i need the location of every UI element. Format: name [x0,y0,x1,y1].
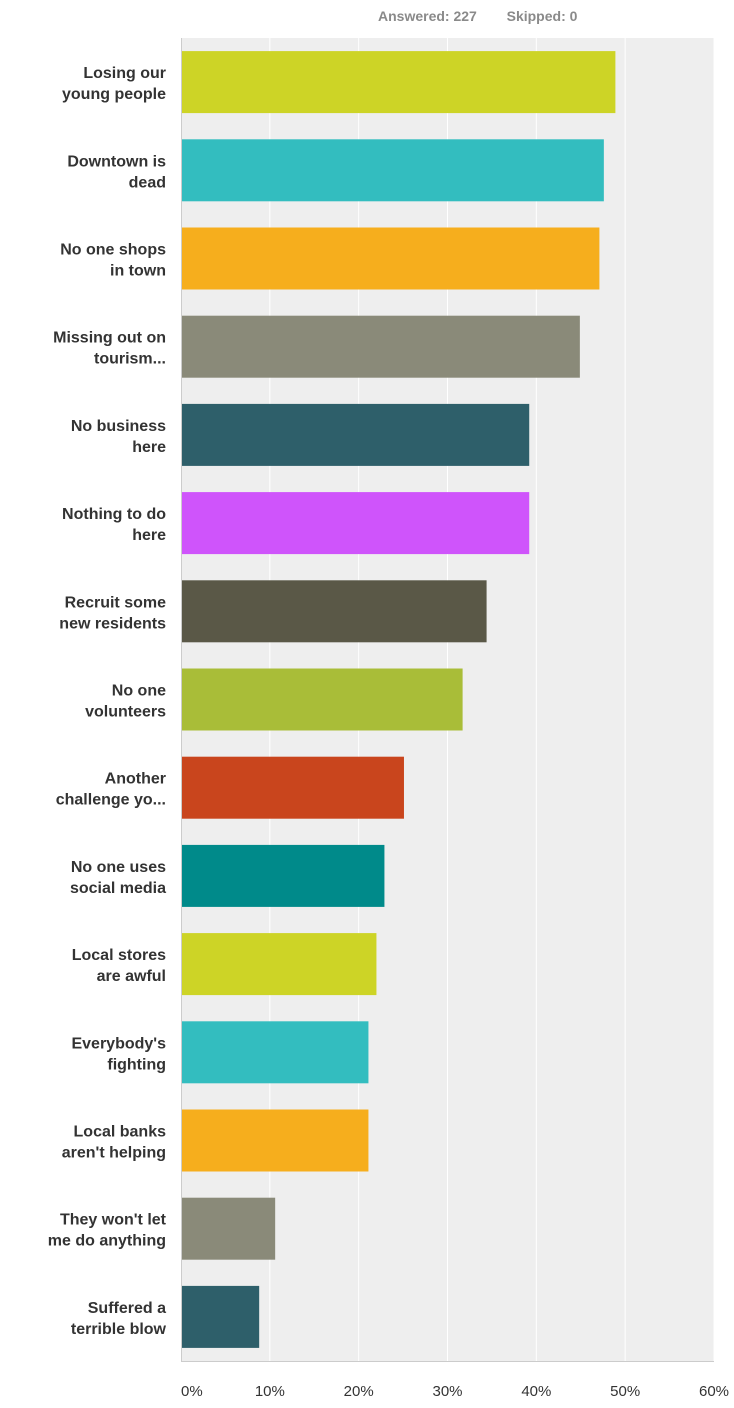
category-label: Missing out on tourism... [53,330,166,368]
tick-label: 50% [610,1383,640,1400]
answered-count: 227 [453,8,477,24]
tick-label: 30% [432,1383,462,1400]
category-label: Losing our young people [62,65,166,103]
skipped-count: 0 [569,8,578,24]
bar [182,1021,369,1084]
bar [182,139,604,202]
bar [182,1285,260,1348]
skipped-label: Skipped: [506,8,566,24]
tick-label: 10% [255,1383,285,1400]
category-label: No one uses social media [70,859,166,897]
category-label: No business here [71,418,166,456]
bar [182,315,580,378]
category-label: Recruit some new residents [59,594,166,632]
bar [182,1109,369,1172]
bar [182,933,377,996]
bar [182,580,487,643]
category-label: Everybody's fighting [71,1035,166,1073]
response-summary: Answered: 227 Skipped: 0 [378,8,577,24]
bar [182,844,385,907]
bar [182,227,600,290]
tick-label: 0% [181,1383,203,1400]
category-label: Downtown is dead [67,153,166,191]
bar [182,756,404,819]
category-label: No one volunteers [85,683,166,721]
category-label: Another challenge yo... [56,771,166,809]
category-label: Local banks aren't helping [62,1124,166,1162]
bar [182,668,463,731]
category-label: Suffered a terrible blow [71,1300,167,1338]
bar [182,492,530,555]
tick-label: 40% [521,1383,551,1400]
bar [182,51,616,114]
tick-label: 60% [699,1383,729,1400]
category-label: They won't let me do anything [48,1212,167,1250]
bar [182,403,530,466]
bar [182,1197,276,1260]
category-label: Nothing to do here [62,506,166,544]
tick-label: 20% [344,1383,374,1400]
category-label: No one shops in town [60,242,166,280]
answered-label: Answered: [378,8,450,24]
category-label: Local stores are awful [72,947,166,985]
